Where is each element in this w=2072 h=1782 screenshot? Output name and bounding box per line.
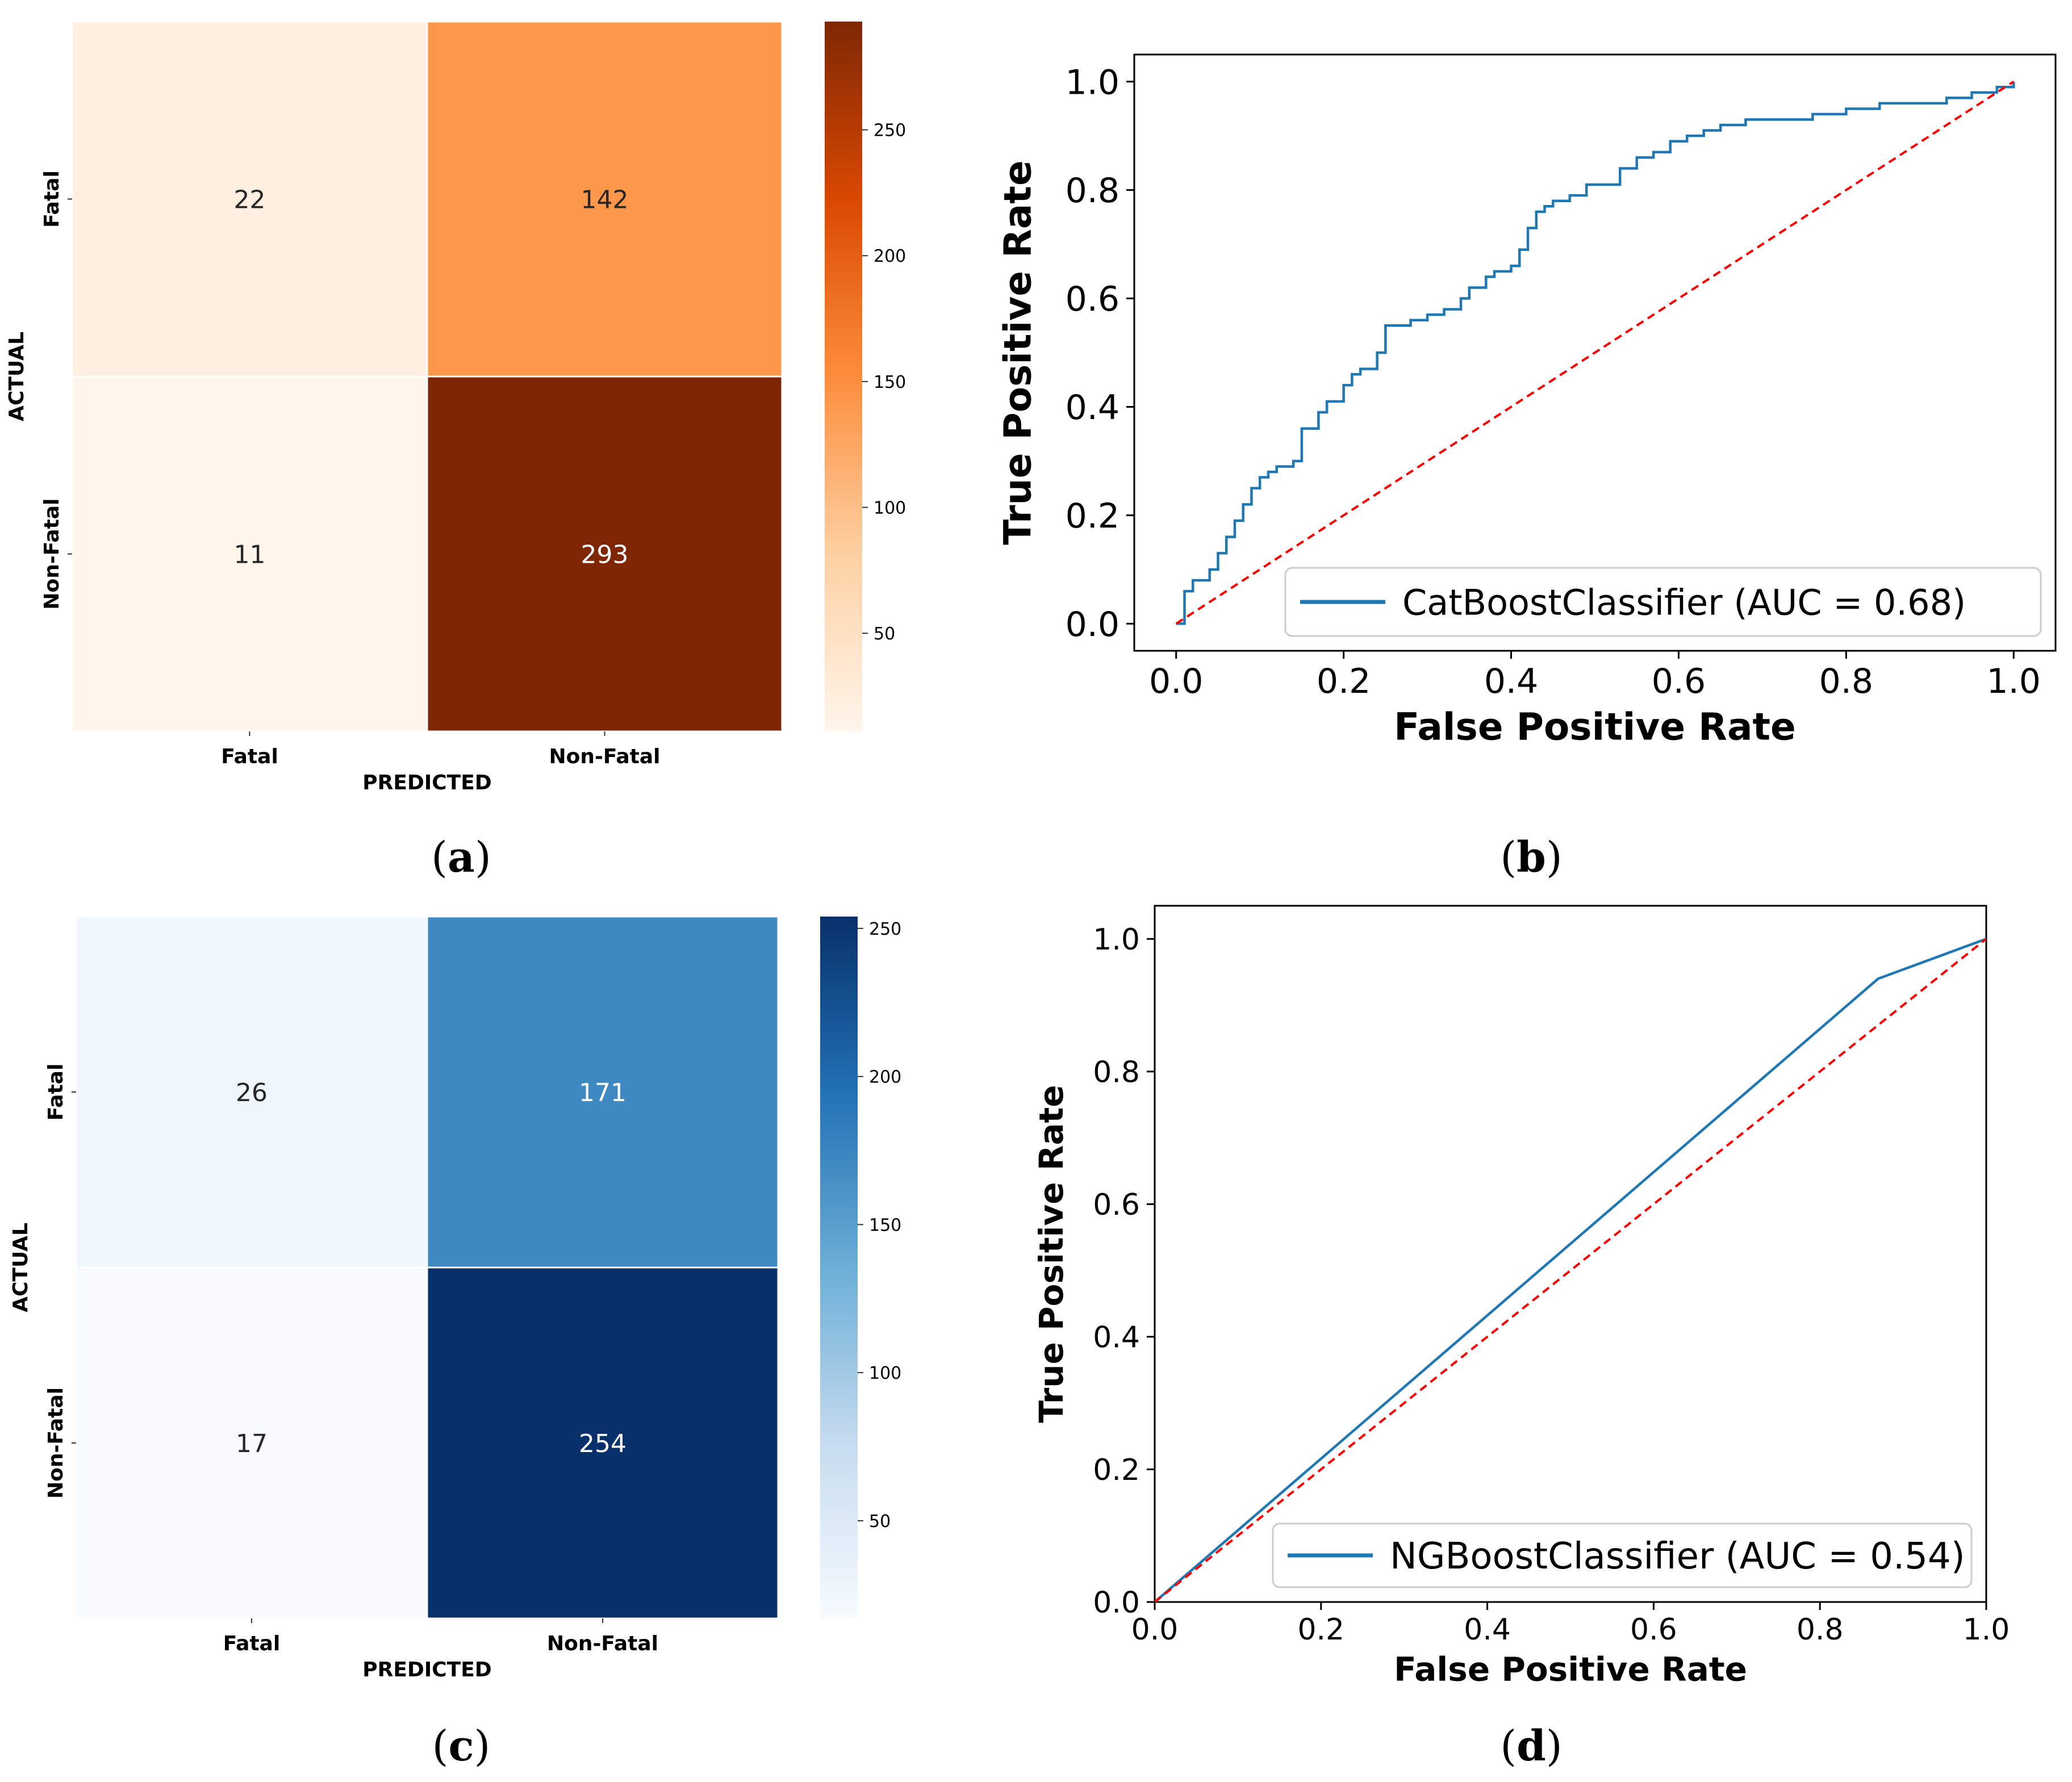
roc-curve-line: [1176, 81, 2015, 625]
x-tick-label: 0.4: [1484, 662, 1538, 701]
x-tick-label: 0.0: [1131, 1613, 1179, 1647]
caption-d: (d): [1500, 1722, 1563, 1771]
colorbar-tick-label: 100: [874, 498, 906, 518]
heatmap-cell-value: 254: [579, 1429, 626, 1458]
legend-box: [1284, 567, 2042, 637]
legend-entry-label: NGBoostClassifier (AUC = 0.54): [1390, 1536, 1965, 1578]
x-tick-label: 1.0: [1963, 1613, 2010, 1647]
colorbar-tick-label: 150: [869, 1215, 901, 1235]
heatmap-cell-value: 22: [234, 186, 266, 215]
y-tick-label: 0.8: [1093, 1056, 1140, 1090]
heatmap-cell: [71, 375, 428, 733]
plot-frame: [1133, 53, 2057, 652]
heatmap-cell: [75, 915, 428, 1269]
y-tick-label: 1.0: [1093, 923, 1140, 957]
x-tick-label: 0.8: [1797, 1613, 1844, 1647]
x-tick-label: 0.6: [1652, 662, 1706, 701]
colorbar-tick-label: 150: [874, 373, 906, 392]
heatmap-cell: [71, 20, 428, 378]
heatmap-cell: [426, 1266, 779, 1620]
y-axis-label: True Positive Rate: [1032, 1085, 1071, 1423]
x-tick-label: Non-Fatal: [549, 745, 660, 768]
heatmap-cell-value: 171: [579, 1078, 626, 1107]
heatmap-cell: [75, 1266, 428, 1620]
colorbar-tick-label: 100: [869, 1363, 901, 1383]
x-tick-label: 1.0: [1987, 662, 2041, 701]
x-tick-label: 0.2: [1317, 662, 1371, 701]
caption-a: (a): [431, 833, 491, 882]
panel-b-roc-curve: 0.0 0.2 0.4 0.6 0.8 1.0 0.0 0.2 0.4 0.6 0.8 1.0 Fals…: [996, 53, 2057, 749]
x-axis-label: PREDICTED: [362, 771, 491, 794]
x-axis-label: False Positive Rate: [1394, 1650, 1747, 1689]
colorbar-tick-label: 50: [874, 624, 895, 644]
panel-a-confusion-matrix: 22 142 11 293 Fatal Non-Fatal Fatal Non-Fatal PR…: [5, 20, 906, 794]
y-tick-label: 0.0: [1066, 605, 1119, 645]
caption-c: (c): [432, 1722, 491, 1771]
y-tick-label: 0.6: [1066, 279, 1119, 319]
x-axis-label: False Positive Rate: [1394, 705, 1796, 749]
colorbar: [820, 917, 858, 1618]
heatmap-cell-value: 293: [581, 541, 629, 570]
x-tick-label: 0.8: [1819, 662, 1873, 701]
heatmap-cell: [426, 375, 783, 733]
x-tick-label: Non-Fatal: [547, 1632, 658, 1655]
y-tick-label: Non-Fatal: [40, 498, 64, 609]
panel-c-confusion-matrix: 26 171 17 254 Fatal Non-Fatal Fatal Non-Fatal PR…: [9, 915, 901, 1681]
legend-entry-label: CatBoostClassifier (AUC = 0.68): [1402, 582, 1966, 623]
y-tick-label: Non-Fatal: [44, 1387, 68, 1499]
colorbar-tick-label: 200: [874, 246, 906, 266]
y-tick-label: 0.6: [1093, 1188, 1140, 1222]
panel-d-roc-curve: 0.0 0.2 0.4 0.6 0.8 1.0 0.0 0.2 0.4 0.6 0.8 1.0 Fals…: [1032, 905, 2010, 1689]
x-tick-label: 0.0: [1149, 662, 1203, 701]
x-tick-label: 0.6: [1630, 1613, 1677, 1647]
heatmap-cell-value: 142: [581, 186, 629, 215]
colorbar-tick-label: 200: [869, 1068, 901, 1087]
colorbar-tick-label: 250: [869, 919, 901, 939]
chance-diagonal-line: [1175, 81, 2015, 625]
colorbar-tick-label: 50: [869, 1512, 891, 1532]
y-axis-label: True Positive Rate: [996, 160, 1040, 545]
y-tick-label: 0.4: [1093, 1321, 1140, 1355]
y-tick-label: 0.4: [1066, 388, 1119, 428]
x-axis-label: PREDICTED: [362, 1658, 491, 1681]
x-tick-label: Fatal: [223, 1632, 281, 1655]
roc-curve-line: [1155, 938, 1986, 1602]
heatmap-cell: [426, 915, 779, 1269]
colorbar: [825, 22, 862, 731]
y-tick-label: 0.2: [1093, 1453, 1140, 1487]
y-axis-label: ACTUAL: [9, 1223, 32, 1312]
y-tick-label: 0.2: [1066, 496, 1119, 536]
plot-frame: [1154, 905, 1987, 1603]
y-axis-label: ACTUAL: [5, 332, 28, 421]
y-tick-label: 1.0: [1066, 62, 1119, 102]
y-tick-label: Fatal: [40, 170, 64, 228]
heatmap-cell-value: 11: [234, 541, 266, 570]
x-tick-label: Fatal: [221, 745, 278, 768]
y-tick-label: Fatal: [44, 1064, 68, 1121]
y-tick-label: 0.8: [1066, 171, 1119, 211]
y-tick-label: 0.0: [1093, 1586, 1140, 1620]
heatmap-cell-value: 17: [236, 1429, 268, 1458]
x-tick-label: 0.2: [1297, 1613, 1344, 1647]
heatmap-cell: [426, 20, 783, 378]
legend-box: [1272, 1522, 1973, 1588]
x-tick-label: 0.4: [1464, 1613, 1511, 1647]
colorbar-tick-label: 250: [874, 121, 906, 141]
chance-diagonal-line: [1155, 938, 1986, 1602]
caption-b: (b): [1500, 833, 1563, 882]
heatmap-cell-value: 26: [236, 1078, 268, 1107]
